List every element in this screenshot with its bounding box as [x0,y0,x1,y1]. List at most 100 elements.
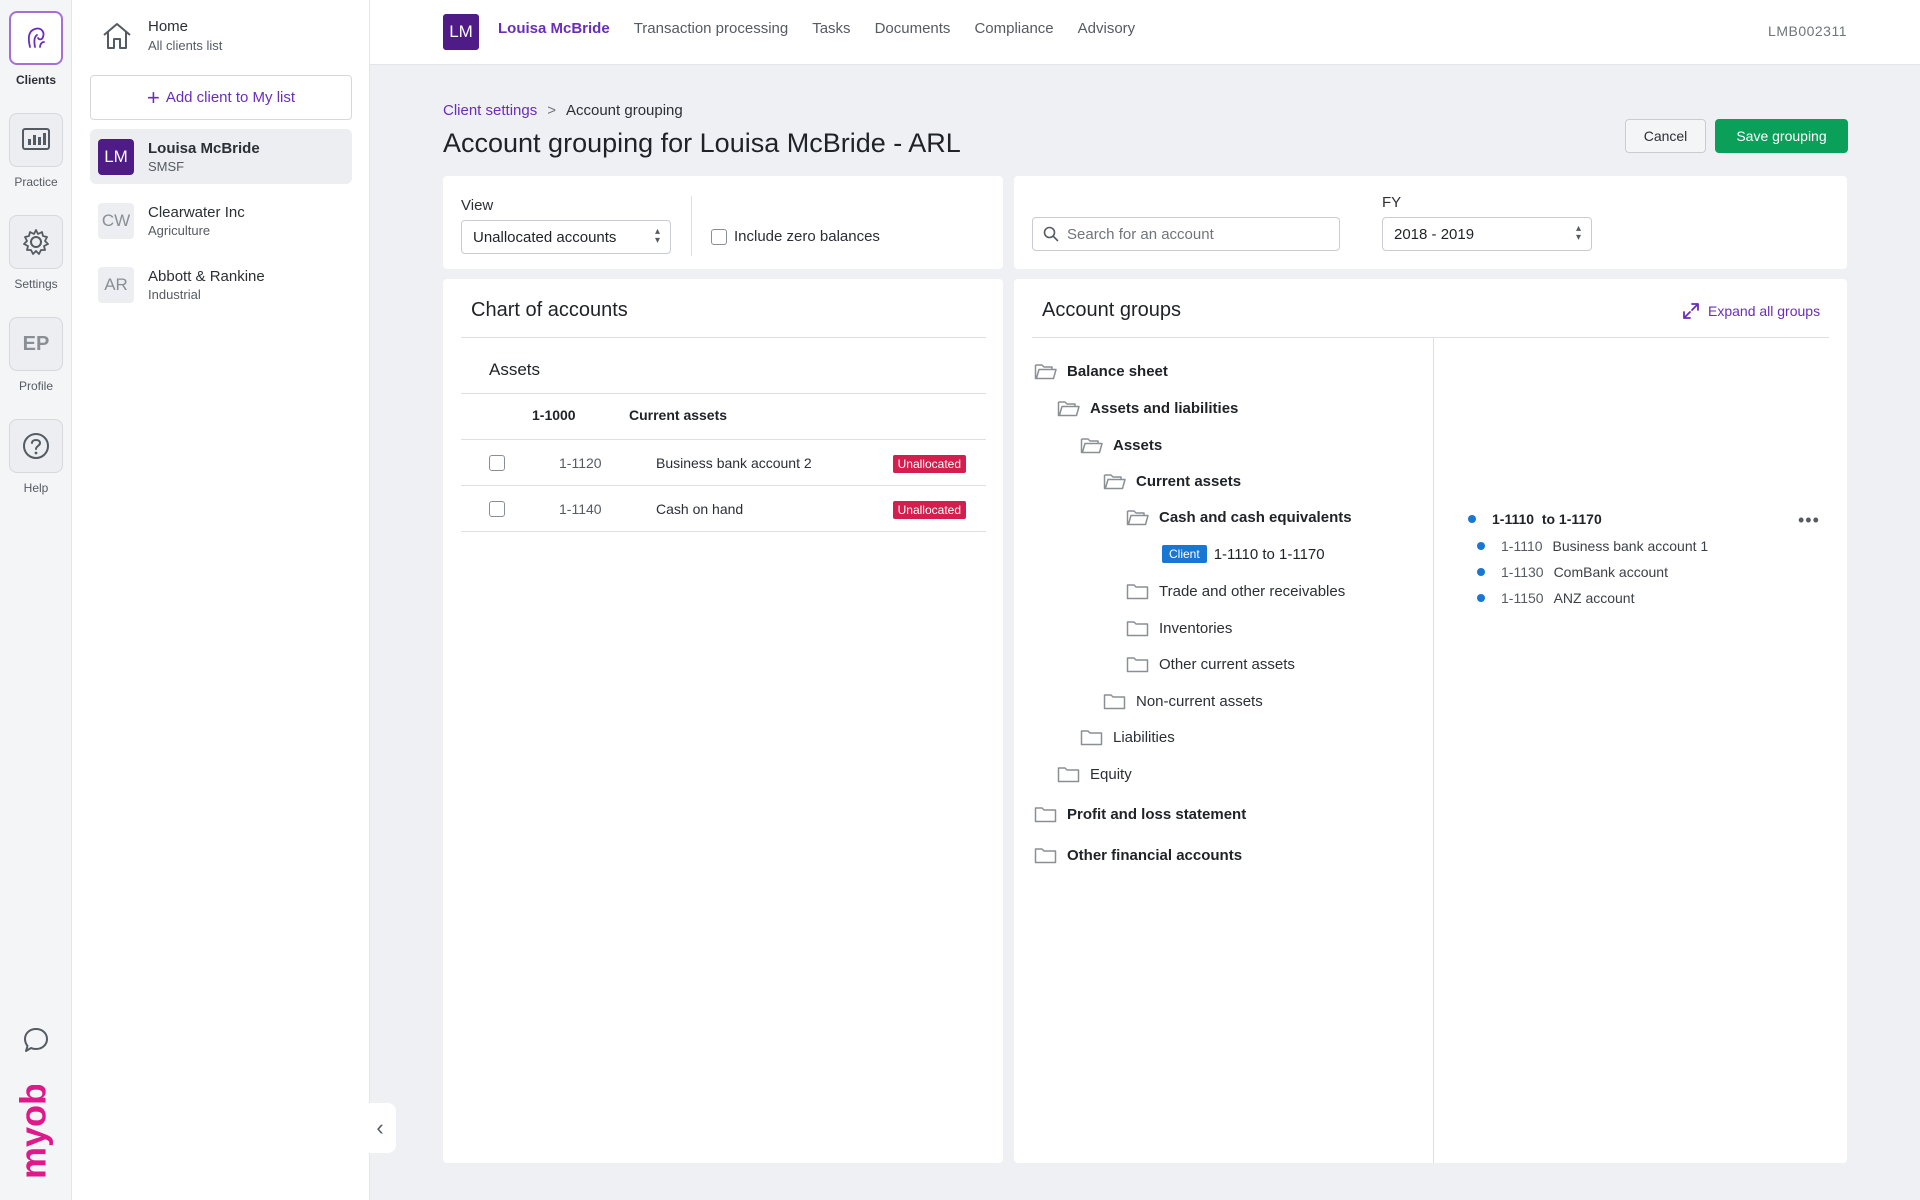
tree-item-equity[interactable]: Equity [1057,765,1132,784]
tree-item-liabilities[interactable]: Liabilities [1080,728,1175,747]
rail-item-clients[interactable]: Clients [0,11,72,87]
folder-icon [1126,584,1149,600]
home-link[interactable]: Home All clients list [100,18,222,53]
zero-balances-toggle[interactable]: Include zero balances [711,228,880,245]
nav-documents[interactable]: Documents [874,20,951,37]
expand-all-label: Expand all groups [1708,303,1821,319]
row-checkbox[interactable] [489,455,505,471]
bullet-icon [1477,568,1485,576]
divider [461,337,986,338]
save-grouping-button[interactable]: Save grouping [1715,119,1848,153]
tree-label: Other current assets [1159,656,1295,673]
nav-advisory[interactable]: Advisory [1077,20,1136,37]
client-row-abbott-rankine[interactable]: AR Abbott & Rankine Industrial [90,257,352,312]
list-item: 1-1110 Business bank account 1 [1477,538,1708,554]
folder-open-icon [1126,510,1149,526]
breadcrumb-client-settings[interactable]: Client settings [443,102,538,119]
tree-item-non-current-assets[interactable]: Non-current assets [1103,692,1263,711]
rail-item-profile[interactable]: EP Profile [0,317,72,393]
table-row[interactable]: 1-1140 Cash on hand Unallocated [461,486,986,532]
tree-item-profit-and-loss[interactable]: Profit and loss statement [1034,805,1246,824]
search-input[interactable] [1067,225,1337,243]
bullet-icon [1468,515,1476,523]
plus-icon: + [146,84,160,110]
chat-button[interactable] [0,1026,72,1059]
chart-of-accounts-card [443,279,1003,1163]
tree-label: Equity [1090,766,1132,783]
account-code: 1-1140 [559,501,602,517]
view-label: View [461,197,494,214]
icon-rail: Clients Practice Settings EP Profile Hel… [0,0,72,1200]
tree-item-inventories[interactable]: Inventories [1126,619,1232,638]
tree-item-client-range[interactable]: Client 1-1110 to 1-1170 [1162,545,1325,563]
tree-label: Current assets [1136,473,1242,490]
select-arrows-icon: ▴ ▾ [654,226,660,246]
cancel-button[interactable]: Cancel [1625,119,1706,153]
tree-item-current-assets[interactable]: Current assets [1103,472,1241,491]
rail-label: Profile [18,379,53,393]
coa-group-name: Current assets [629,407,728,423]
nav-client-name[interactable]: Louisa McBride [498,20,610,37]
breadcrumb-separator: > [547,102,556,119]
zero-balances-checkbox[interactable] [711,228,727,245]
account-groups-title: Account groups [1042,299,1181,321]
divider [1433,338,1434,1163]
nav-items: Louisa McBride Transaction processing Ta… [498,20,1135,37]
account-groups-card [1014,279,1847,1163]
add-client-button[interactable]: + Add client to My list [90,75,352,120]
table-row[interactable]: 1-1120 Business bank account 2 Unallocat… [461,440,986,486]
folder-icon [1126,621,1149,637]
tree-item-trade-receivables[interactable]: Trade and other receivables [1126,582,1345,601]
home-subtitle: All clients list [148,38,223,53]
view-select[interactable]: Unallocated accounts ▴ ▾ [461,220,671,254]
chart-of-accounts-title: Chart of accounts [471,299,628,321]
chat-icon [24,1028,48,1052]
divider [461,439,986,440]
nav-transaction-processing[interactable]: Transaction processing [633,20,789,37]
view-select-value: Unallocated accounts [473,228,617,246]
group-range: 1-1110 to 1-1170 [1492,511,1602,527]
tree-item-assets[interactable]: Assets [1080,436,1162,455]
expand-icon [1683,303,1699,319]
nav-tasks[interactable]: Tasks [812,20,851,37]
rail-label: Clients [15,73,56,87]
client-tag: Client [1162,545,1207,563]
row-checkbox[interactable] [489,501,505,517]
nav-avatar[interactable]: LM [443,14,479,50]
avatar: AR [98,266,134,303]
client-name: Abbott & Rankine [148,267,265,285]
tree-label: Assets and liabilities [1090,400,1239,417]
myob-logo: myob [13,1083,58,1179]
client-row-louisa-mcbride[interactable]: LM Louisa McBride SMSF [90,129,352,184]
tree-item-other-current-assets[interactable]: Other current assets [1126,655,1295,674]
rail-item-practice[interactable]: Practice [0,113,72,189]
rail-item-help[interactable]: Help [0,419,72,495]
tree-item-assets-and-liabilities[interactable]: Assets and liabilities [1057,399,1238,418]
divider [461,393,986,394]
client-row-clearwater[interactable]: CW Clearwater Inc Agriculture [90,193,352,248]
account-name: Business bank account 2 [656,455,812,471]
search-filter-card: FY 2018 - 2019 ▴▾ [1014,176,1847,269]
expand-all-groups-link[interactable]: Expand all groups [1682,302,1820,320]
breadcrumb-current: Account grouping [565,102,683,119]
coa-section-assets: Assets [489,360,541,379]
rail-label: Settings [14,277,58,291]
gear-icon [23,229,49,255]
breadcrumb: Client settings > Account grouping [443,102,683,119]
account-search[interactable] [1032,217,1340,251]
fy-label: FY [1382,194,1402,211]
client-type: SMSF [148,158,185,174]
rail-item-settings[interactable]: Settings [0,215,72,291]
tree-item-other-financial-accounts[interactable]: Other financial accounts [1034,846,1242,865]
collapse-panel-button[interactable]: ‹ [364,1103,396,1153]
divider [1032,337,1829,338]
tree-item-balance-sheet[interactable]: Balance sheet [1034,362,1168,381]
more-options-button[interactable]: ••• [1798,510,1820,531]
fy-select[interactable]: 2018 - 2019 ▴ ▾ [1382,217,1592,251]
list-item: 1-1130 ComBank account [1477,564,1668,580]
tree-item-cash-and-cash-equivalents[interactable]: Cash and cash equivalents [1126,508,1352,527]
nav-compliance[interactable]: Compliance [974,20,1054,37]
tree-label: 1-1110 to 1-1170 [1213,545,1325,563]
folder-open-icon [1057,401,1080,417]
more-icon: ••• [1798,510,1820,530]
